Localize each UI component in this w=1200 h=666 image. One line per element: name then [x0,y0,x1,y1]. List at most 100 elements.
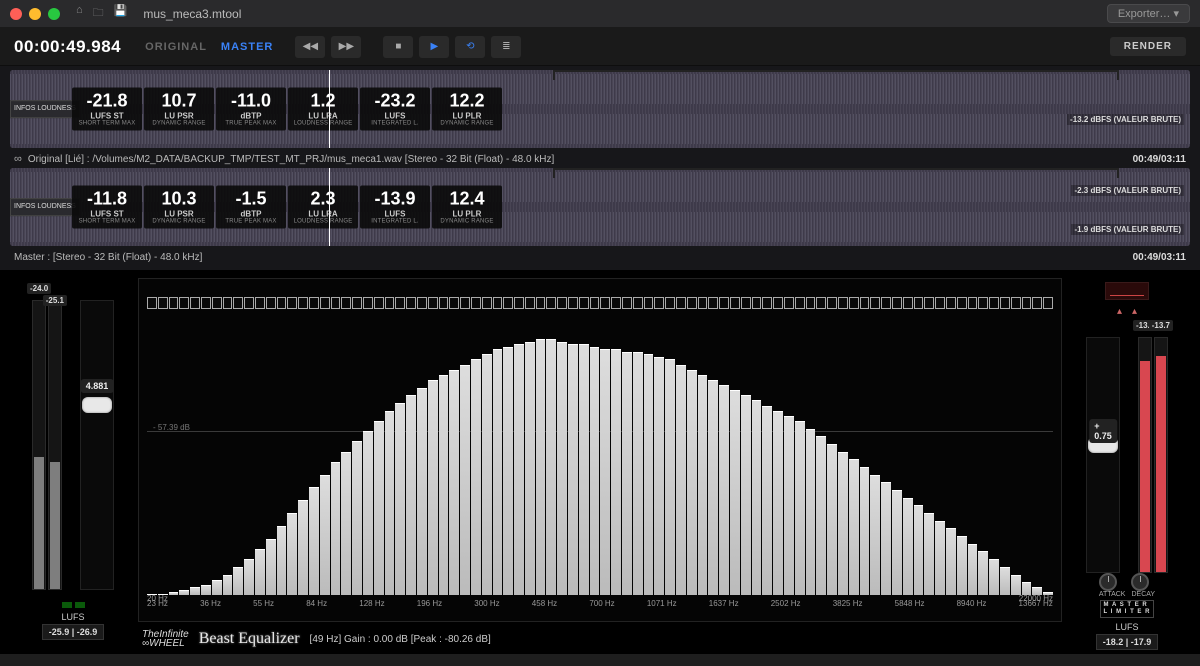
folder-icon[interactable]: 🗀 [93,4,104,23]
eq-band-handle[interactable] [374,297,384,309]
link-icon[interactable]: ∞ [14,153,22,165]
eq-band-handle[interactable] [212,297,222,309]
forward-button[interactable]: ▶▶ [331,36,361,58]
eq-band-handle[interactable] [158,297,168,309]
eq-band-handle[interactable] [989,297,999,309]
eq-band-handle[interactable] [536,297,546,309]
eq-band-handle[interactable] [860,297,870,309]
eq-band-handle[interactable] [201,297,211,309]
eq-band-handle[interactable] [244,297,254,309]
eq-band-handle[interactable] [590,297,600,309]
eq-band-handle[interactable] [223,297,233,309]
eq-band-handle[interactable] [320,297,330,309]
eq-band-handle[interactable] [482,297,492,309]
eq-band-handle[interactable] [892,297,902,309]
eq-band-handle[interactable] [514,297,524,309]
eq-display[interactable]: - 57.39 dB 23 Hz36 Hz55 Hz84 Hz128 Hz196… [138,278,1062,622]
eq-band-handle[interactable] [633,297,643,309]
eq-band-handle[interactable] [741,297,751,309]
eq-band-handle[interactable] [708,297,718,309]
tab-master[interactable]: MASTER [221,41,273,53]
track-original[interactable]: INFOS LOUDNESS -21.8LUFS STSHORT TERM MA… [10,70,1190,148]
eq-band-handle[interactable] [298,297,308,309]
close-icon[interactable] [10,8,22,20]
list-button[interactable]: ≣ [491,36,521,58]
eq-band-handle[interactable] [287,297,297,309]
eq-band-handle[interactable] [827,297,837,309]
eq-band-handle[interactable] [385,297,395,309]
eq-band-handle[interactable] [525,297,535,309]
eq-band-handle[interactable] [687,297,697,309]
output-gain-slider[interactable]: + 0.75 [1086,337,1120,573]
render-button[interactable]: RENDER [1110,37,1186,56]
eq-band-handle[interactable] [546,297,556,309]
eq-band-handle[interactable] [816,297,826,309]
eq-band-handle[interactable] [179,297,189,309]
eq-band-handle[interactable] [266,297,276,309]
eq-handle-strip[interactable] [147,297,1053,309]
eq-band-handle[interactable] [341,297,351,309]
eq-band-handle[interactable] [644,297,654,309]
eq-band-handle[interactable] [233,297,243,309]
eq-band-handle[interactable] [946,297,956,309]
eq-band-handle[interactable] [698,297,708,309]
eq-band-handle[interactable] [493,297,503,309]
eq-band-handle[interactable] [957,297,967,309]
eq-band-handle[interactable] [611,297,621,309]
eq-band-handle[interactable] [903,297,913,309]
eq-band-handle[interactable] [773,297,783,309]
eq-band-handle[interactable] [568,297,578,309]
eq-band-handle[interactable] [730,297,740,309]
eq-band-handle[interactable] [169,297,179,309]
eq-band-handle[interactable] [665,297,675,309]
eq-band-handle[interactable] [784,297,794,309]
eq-band-handle[interactable] [277,297,287,309]
attack-knob[interactable] [1099,573,1117,591]
eq-band-handle[interactable] [395,297,405,309]
eq-band-handle[interactable] [190,297,200,309]
eq-band-handle[interactable] [654,297,664,309]
eq-band-handle[interactable] [363,297,373,309]
eq-band-handle[interactable] [795,297,805,309]
eq-band-handle[interactable] [503,297,513,309]
eq-band-handle[interactable] [1032,297,1042,309]
eq-band-handle[interactable] [352,297,362,309]
eq-band-handle[interactable] [406,297,416,309]
eq-band-handle[interactable] [622,297,632,309]
playhead[interactable] [329,168,330,246]
eq-band-handle[interactable] [914,297,924,309]
loop-bracket[interactable] [553,168,1119,174]
decay-knob[interactable] [1131,573,1149,591]
rewind-button[interactable]: ◀◀ [295,36,325,58]
infos-loudness-tab[interactable]: INFOS LOUDNESS [10,198,80,216]
eq-band-handle[interactable] [1000,297,1010,309]
eq-band-handle[interactable] [460,297,470,309]
eq-band-handle[interactable] [449,297,459,309]
eq-band-handle[interactable] [762,297,772,309]
loop-button[interactable]: ⟲ [455,36,485,58]
play-button[interactable]: ▶ [419,36,449,58]
tab-original[interactable]: ORIGINAL [145,41,207,53]
home-icon[interactable]: ⌂ [76,4,83,23]
export-button[interactable]: Exporter… ▾ [1107,4,1190,23]
track-master[interactable]: INFOS LOUDNESS -11.8LUFS STSHORT TERM MA… [10,168,1190,246]
eq-band-handle[interactable] [924,297,934,309]
slider-knob-icon[interactable] [82,397,112,413]
eq-band-handle[interactable] [968,297,978,309]
eq-band-handle[interactable] [676,297,686,309]
eq-band-handle[interactable] [881,297,891,309]
eq-band-handle[interactable] [557,297,567,309]
eq-band-handle[interactable] [439,297,449,309]
eq-band-handle[interactable] [331,297,341,309]
playhead[interactable] [329,70,330,148]
eq-band-handle[interactable] [978,297,988,309]
eq-band-handle[interactable] [428,297,438,309]
eq-band-handle[interactable] [417,297,427,309]
eq-band-handle[interactable] [752,297,762,309]
input-gain-slider[interactable]: 4.881 [80,300,114,590]
eq-band-handle[interactable] [1043,297,1053,309]
eq-band-handle[interactable] [255,297,265,309]
minimize-icon[interactable] [29,8,41,20]
eq-band-handle[interactable] [1011,297,1021,309]
stop-button[interactable]: ■ [383,36,413,58]
